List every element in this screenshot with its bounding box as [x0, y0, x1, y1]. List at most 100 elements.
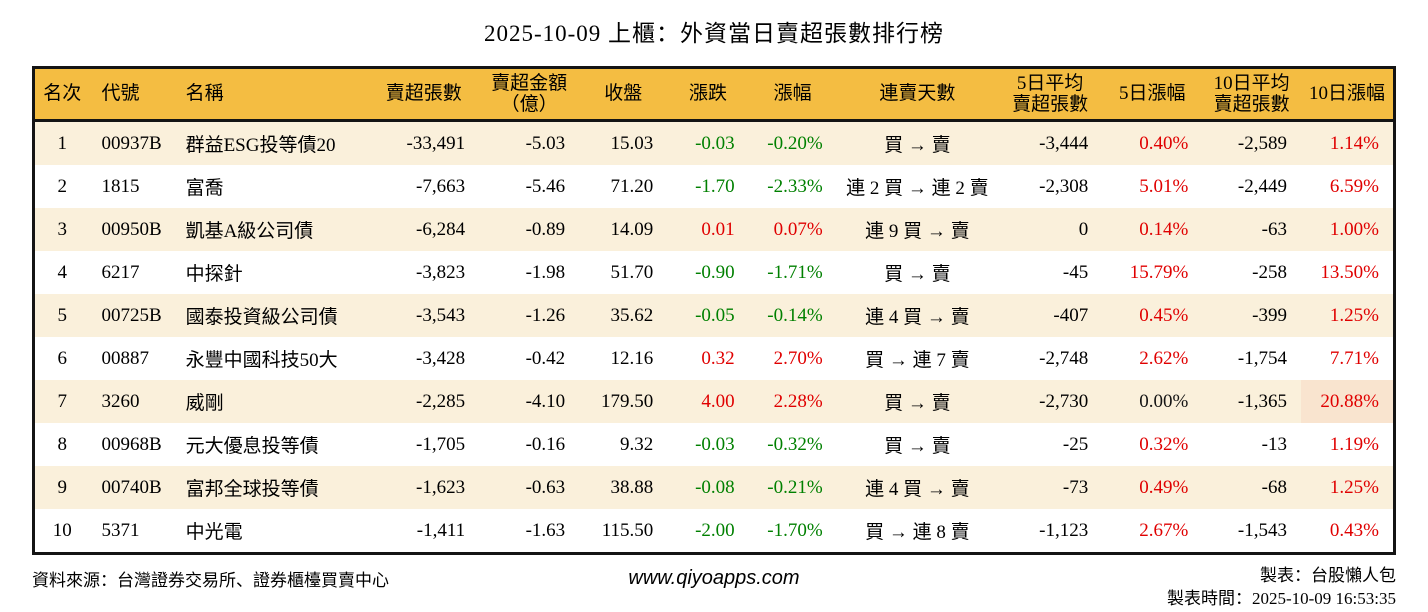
page-title: 2025-10-09 上櫃：外資當日賣超張數排行榜	[483, 21, 945, 46]
cell-avg5: -2,748	[1039, 347, 1089, 369]
cell-streak: 連 2 買 → 連 2 賣	[846, 178, 989, 199]
col-header-pct5: 5日漲幅	[1102, 67, 1203, 122]
cell-name: 富喬	[185, 178, 224, 199]
col-header-avg5: 5日平均 賣超張數	[998, 67, 1103, 122]
cell-sell_volume: -3,823	[416, 261, 466, 283]
cell-pct5: 0.49%	[1139, 476, 1189, 498]
website-url: www.qiyoapps.com	[628, 567, 800, 589]
cell-sell_volume: -1,623	[416, 476, 466, 498]
cell-sell_volume: -7,663	[416, 175, 466, 197]
table-row: 2 1815 富喬 -7,663 -5.46 71.20 -1.70 -2.33% 連 2 買 …	[33, 165, 1395, 208]
cell-close: 15.03	[610, 132, 654, 154]
col-header-avg10: 10日平均 賣超張數	[1202, 67, 1301, 122]
cell-change_pct: 2.28%	[773, 390, 823, 412]
cell-sell_volume: -1,411	[416, 519, 466, 541]
cell-avg5: -45	[1062, 261, 1089, 283]
cell-sell_amount: -0.16	[525, 433, 566, 455]
cell-pct5: 0.45%	[1139, 304, 1189, 326]
cell-code: 00725B	[101, 304, 162, 326]
col-header-close: 收盤	[579, 67, 668, 122]
cell-code: 00937B	[101, 132, 162, 154]
cell-rank: 8	[57, 433, 68, 455]
cell-change_pct: -2.33%	[767, 175, 823, 197]
cell-pct5: 0.40%	[1139, 132, 1189, 154]
cell-avg5: -1,123	[1039, 519, 1089, 541]
table-row: 8 00968B 元大優息投等債 -1,705 -0.16 9.32 -0.03 -0.32%…	[33, 423, 1395, 466]
cell-avg5: -3,444	[1039, 132, 1089, 154]
table-header-row: 名次 代號 名稱 賣超張數 賣超金額 （億） 收盤 漲跌 漲幅 連賣天數 5日平均 賣超張數 5日漲…	[33, 67, 1395, 122]
cell-change: -0.05	[695, 304, 735, 326]
cell-avg5: -2,308	[1039, 175, 1089, 197]
cell-rank: 1	[57, 132, 68, 154]
col-header-name: 名稱	[173, 67, 369, 122]
cell-pct10: 1.25%	[1329, 304, 1379, 326]
cell-change: -0.08	[695, 476, 735, 498]
data-source-note: 資料來源：台灣證券交易所、證券櫃檯買賣中心	[32, 571, 389, 590]
cell-pct10: 0.43%	[1329, 519, 1379, 541]
cell-change: -2.00	[695, 519, 735, 541]
cell-name: 中光電	[185, 522, 243, 543]
cell-change: 4.00	[701, 390, 735, 412]
cell-pct5: 5.01%	[1139, 175, 1189, 197]
cell-streak: 連 9 買 → 賣	[865, 221, 970, 242]
cell-sell_amount: -4.10	[525, 390, 566, 412]
cell-rank: 4	[57, 261, 68, 283]
cell-pct5: 0.14%	[1139, 218, 1189, 240]
cell-pct5: 0.00%	[1139, 390, 1189, 412]
cell-pct10: 7.71%	[1329, 347, 1379, 369]
cell-avg10: -13	[1261, 433, 1287, 455]
col-header-code: 代號	[89, 67, 174, 122]
table-row: 10 5371 中光電 -1,411 -1.63 115.50 -2.00 -1.70% 買 →…	[33, 509, 1395, 554]
cell-sell_amount: -0.63	[525, 476, 566, 498]
table-row: 1 00937B 群益ESG投等債20 -33,491 -5.03 15.03 -0.03 -…	[33, 120, 1395, 165]
cell-code: 3260	[101, 390, 140, 412]
table-row: 7 3260 威剛 -2,285 -4.10 179.50 4.00 2.28% 買 → 賣 -2…	[33, 380, 1395, 423]
cell-name: 凱基A級公司債	[185, 221, 314, 242]
ranking-table-container: 名次 代號 名稱 賣超張數 賣超金額 （億） 收盤 漲跌 漲幅 連賣天數 5日平均 賣超張數 5日漲…	[32, 66, 1396, 555]
cell-avg5: 0	[1078, 218, 1089, 240]
cell-avg5: -73	[1062, 476, 1089, 498]
cell-name: 富邦全球投等債	[185, 479, 319, 500]
cell-sell_amount: -1.63	[525, 519, 566, 541]
table-row: 3 00950B 凱基A級公司債 -6,284 -0.89 14.09 0.01 0.07% 連…	[33, 208, 1395, 251]
col-header-change: 漲跌	[667, 67, 749, 122]
cell-rank: 9	[57, 476, 68, 498]
cell-pct10: 1.00%	[1329, 218, 1379, 240]
cell-name: 威剛	[185, 393, 224, 414]
cell-pct10: 1.14%	[1329, 132, 1379, 154]
cell-rank: 2	[57, 175, 68, 197]
cell-avg5: -25	[1062, 433, 1089, 455]
cell-avg10: -68	[1261, 476, 1287, 498]
cell-avg10: -1,754	[1237, 347, 1287, 369]
cell-sell_amount: -5.46	[525, 175, 566, 197]
cell-code: 00968B	[101, 433, 162, 455]
cell-name: 中探針	[185, 264, 243, 285]
cell-pct5: 2.67%	[1139, 519, 1189, 541]
cell-streak: 買 → 賣	[884, 436, 951, 457]
cell-pct5: 2.62%	[1139, 347, 1189, 369]
col-header-sell_amount: 賣超金額 （億）	[479, 67, 580, 122]
cell-pct10: 13.50%	[1320, 261, 1379, 283]
cell-rank: 5	[57, 304, 68, 326]
cell-rank: 6	[57, 347, 68, 369]
table-row: 6 00887 永豐中國科技50大 -3,428 -0.42 12.16 0.32 2.70%…	[33, 337, 1395, 380]
cell-change_pct: -0.32%	[767, 433, 823, 455]
report-maker: 製表：台股懶人包	[1260, 566, 1396, 585]
cell-change: 0.01	[701, 218, 735, 240]
cell-streak: 買 → 賣	[884, 393, 951, 414]
cell-sell_amount: -0.42	[525, 347, 566, 369]
cell-streak: 連 4 買 → 賣	[865, 479, 970, 500]
table-row: 5 00725B 國泰投資級公司債 -3,543 -1.26 35.62 -0.05 -0.1…	[33, 294, 1395, 337]
col-header-sell_volume: 賣超張數	[368, 67, 480, 122]
cell-code: 5371	[101, 519, 140, 541]
cell-sell_amount: -5.03	[525, 132, 566, 154]
cell-close: 35.62	[610, 304, 654, 326]
cell-avg5: -2,730	[1039, 390, 1089, 412]
cell-rank: 3	[57, 218, 68, 240]
cell-rank: 7	[57, 390, 68, 412]
ranking-table: 名次 代號 名稱 賣超張數 賣超金額 （億） 收盤 漲跌 漲幅 連賣天數 5日平均 賣超張數 5日漲…	[32, 66, 1396, 555]
cell-sell_amount: -1.26	[525, 304, 566, 326]
cell-streak: 連 4 買 → 賣	[865, 307, 970, 328]
cell-change_pct: 2.70%	[773, 347, 823, 369]
